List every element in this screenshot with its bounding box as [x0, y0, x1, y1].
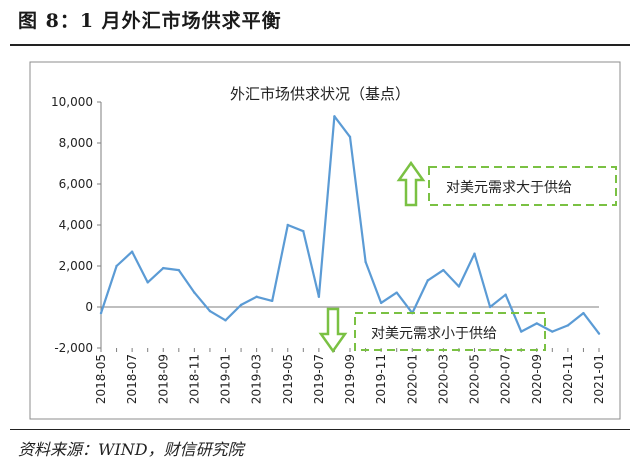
annotation-down-box [354, 312, 546, 351]
axes: -2,000 0 2,000 4,000 6,000 8,000 10,000 2018-05… [51, 95, 606, 404]
data-point [255, 295, 258, 298]
x-tick-label: 2018-11 [187, 354, 201, 404]
annotation-up-label: 对美元需求大于供给 [446, 180, 572, 196]
data-point [379, 301, 383, 305]
chart-title: 外汇市场供求状况（基点） [230, 85, 410, 103]
data-point [224, 319, 227, 322]
data-point [442, 268, 445, 272]
data-point [270, 299, 274, 303]
data-point [177, 268, 181, 272]
data-point [208, 309, 212, 313]
data-point [333, 115, 336, 118]
x-tick-label: 2020-01 [405, 354, 419, 404]
x-tick-label: 2020-09 [530, 354, 544, 404]
data-point [582, 311, 585, 315]
data-point [488, 305, 492, 309]
annotation-up-box [428, 166, 617, 206]
arrow-up-icon [396, 160, 426, 207]
figure-title: 图 8：1 月外汇市场供求平衡 [18, 10, 282, 32]
y-tick-label: 0 [85, 300, 93, 314]
y-tick-label: -2,000 [54, 341, 93, 355]
annotation-down: 对美元需求小于供给 [318, 307, 546, 354]
data-point [317, 295, 321, 298]
data-point [504, 293, 507, 296]
series-layer [99, 115, 601, 335]
data-point [473, 252, 476, 255]
data-point [566, 324, 570, 327]
y-tick-label: 4,000 [59, 218, 93, 232]
x-tick-label: 2019-05 [281, 354, 295, 404]
x-tick-label: 2020-07 [499, 354, 513, 404]
y-tick-label: 6,000 [59, 177, 93, 191]
data-point [519, 330, 523, 333]
x-tick-label: 2018-05 [94, 354, 108, 404]
y-tick-label: 2,000 [59, 259, 93, 273]
data-point [193, 291, 196, 294]
data-point [426, 279, 430, 282]
data-point [302, 229, 305, 233]
x-tick-label: 2018-09 [156, 354, 170, 404]
data-point [348, 135, 352, 139]
x-tick-label: 2018-07 [125, 354, 139, 404]
x-tick-label: 2019-07 [312, 354, 326, 404]
annotation-down-label: 对美元需求小于供给 [371, 326, 497, 342]
data-point [286, 223, 289, 227]
source-note: 资料来源：WIND，财信研究院 [18, 440, 244, 459]
x-tick-label: 2021-01 [592, 354, 606, 404]
x-tick-label: 2019-09 [343, 354, 357, 404]
y-tick-label: 10,000 [51, 95, 93, 109]
data-point [239, 303, 243, 307]
data-point [115, 264, 118, 268]
data-point [130, 250, 134, 253]
y-tick-label: 8,000 [59, 136, 93, 150]
x-tick-label: 2019-11 [374, 354, 388, 404]
x-tick-label: 2019-03 [250, 354, 264, 404]
chart-frame [29, 61, 621, 420]
arrow-down-icon [318, 307, 348, 354]
x-tick-label: 2020-05 [468, 354, 482, 404]
series-line [99, 115, 600, 335]
data-point [99, 311, 103, 315]
data-point [162, 266, 165, 270]
x-tick-label: 2020-03 [436, 354, 450, 404]
data-point [597, 332, 601, 335]
data-point [364, 260, 367, 264]
x-tick-label: 2019-01 [219, 354, 233, 404]
data-point [535, 322, 538, 325]
top-rule [10, 44, 630, 46]
annotation-up: 对美元需求大于供给 [396, 160, 617, 207]
data-point [457, 285, 461, 288]
bottom-rule [10, 429, 630, 430]
data-point [146, 281, 149, 284]
x-tick-label: 2020-11 [561, 354, 575, 404]
data-point [395, 291, 398, 294]
line-chart: 外汇市场供求状况（基点） -2,000 0 2,000 4,000 6,000 8,000… [29, 61, 621, 420]
data-point [551, 330, 554, 333]
